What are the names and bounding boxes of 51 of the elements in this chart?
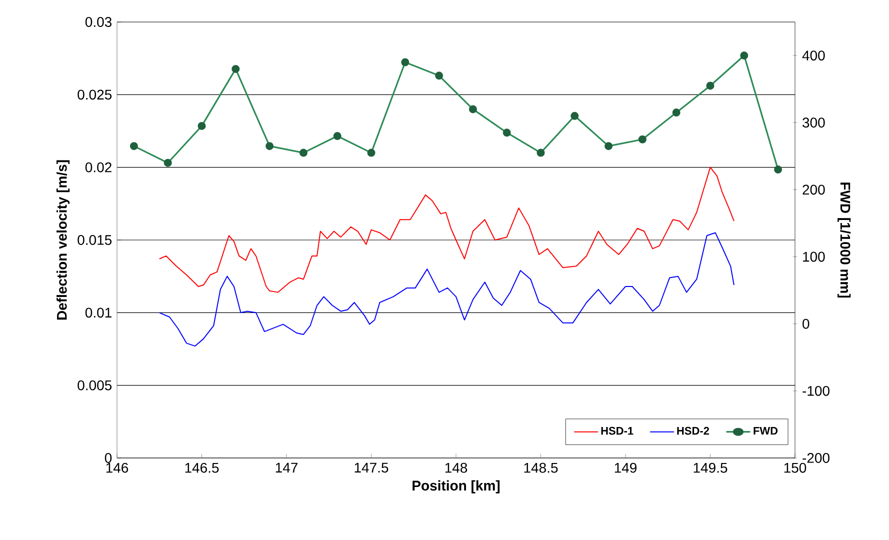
legend-label: HSD-2 [677,426,710,435]
x-tick-label: 147.5 [354,462,388,473]
y2-tick-label: 300 [802,118,825,128]
y-tick-label: 0 [104,453,112,463]
point [638,135,646,144]
y2-tick-label: -200 [802,453,830,463]
y-tick-label: 0.03 [85,17,112,27]
point [232,64,240,73]
x-tick-label: 147 [276,462,298,472]
y-tick-label: 0.005 [78,380,112,390]
point [130,142,138,150]
point [468,105,477,114]
y-tick-label: 0.02 [85,162,112,172]
point [774,166,782,174]
point [198,122,206,130]
point [266,142,274,150]
point [333,132,342,140]
x-tick-label: 146 [106,462,128,473]
point [570,112,579,120]
point [536,148,545,157]
x-tick-label: 150 [784,462,806,473]
y2-tick-label: 0 [802,318,810,329]
point [299,148,308,157]
x-axis-title: Position [km] [412,480,500,494]
y2-tick-label: 200 [802,184,825,195]
point [367,148,376,157]
y-tick-label: 0.01 [85,308,112,318]
x-tick-label: 148.5 [524,462,558,473]
y-tick-label: 0.015 [78,235,112,245]
legend-label: FWD [754,426,778,435]
point [502,128,511,137]
point [604,142,613,150]
point [706,82,714,90]
point [164,158,172,167]
y-axis-title: Deflection velocity [m/s] [56,160,70,320]
y2-tick-label: 100 [803,252,825,262]
point [672,108,680,117]
line-series [158,232,734,347]
x-tick-label: 146.5 [185,462,219,473]
y2-tick-label: 400 [802,50,825,60]
point [435,72,444,80]
x-tick-label: 149.5 [694,462,728,473]
y2-tick-label: -100 [802,386,830,396]
point [401,58,410,66]
point [740,52,748,60]
legend-label: HSD-1 [601,426,634,435]
line-series [158,166,734,293]
y2-axis-title: FWD [1/1000 mm] [838,182,851,298]
x-tick-label: 149 [614,462,637,473]
x-tick-label: 148 [445,462,468,473]
y-tick-label: 0.025 [78,90,112,100]
